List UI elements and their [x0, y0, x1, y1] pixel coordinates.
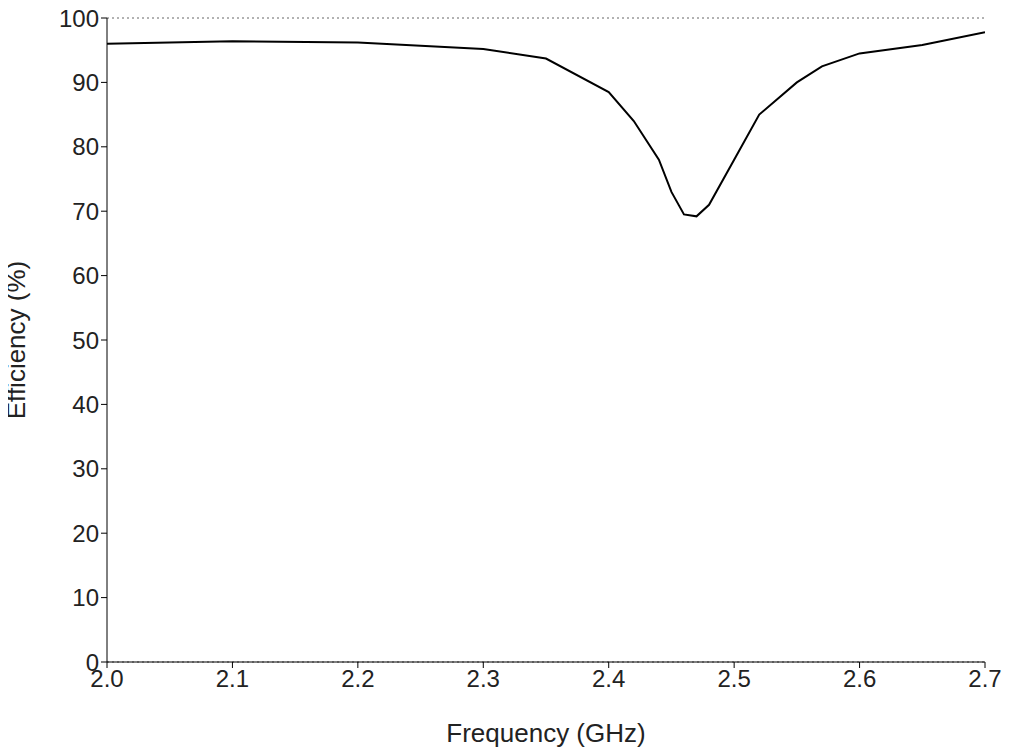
svg-text:2.3: 2.3: [467, 665, 500, 692]
svg-text:Frequency (GHz): Frequency (GHz): [446, 718, 645, 748]
svg-text:2.5: 2.5: [717, 665, 750, 692]
svg-text:0: 0: [86, 649, 99, 676]
svg-text:100: 100: [59, 8, 99, 32]
svg-text:20: 20: [72, 520, 99, 547]
svg-text:2.4: 2.4: [592, 665, 625, 692]
svg-text:10: 10: [72, 584, 99, 611]
svg-text:2.7: 2.7: [968, 665, 1001, 692]
svg-text:2.2: 2.2: [341, 665, 374, 692]
svg-text:40: 40: [72, 391, 99, 418]
svg-text:2.0: 2.0: [90, 665, 124, 692]
svg-text:70: 70: [72, 198, 99, 225]
svg-text:50: 50: [72, 327, 99, 354]
svg-text:90: 90: [72, 69, 99, 96]
svg-text:2.1: 2.1: [216, 665, 249, 692]
svg-text:Efficiency (%): Efficiency (%): [8, 261, 31, 419]
svg-text:2.6: 2.6: [843, 665, 876, 692]
svg-text:60: 60: [72, 262, 99, 289]
svg-text:80: 80: [72, 133, 99, 160]
svg-text:30: 30: [72, 455, 99, 482]
